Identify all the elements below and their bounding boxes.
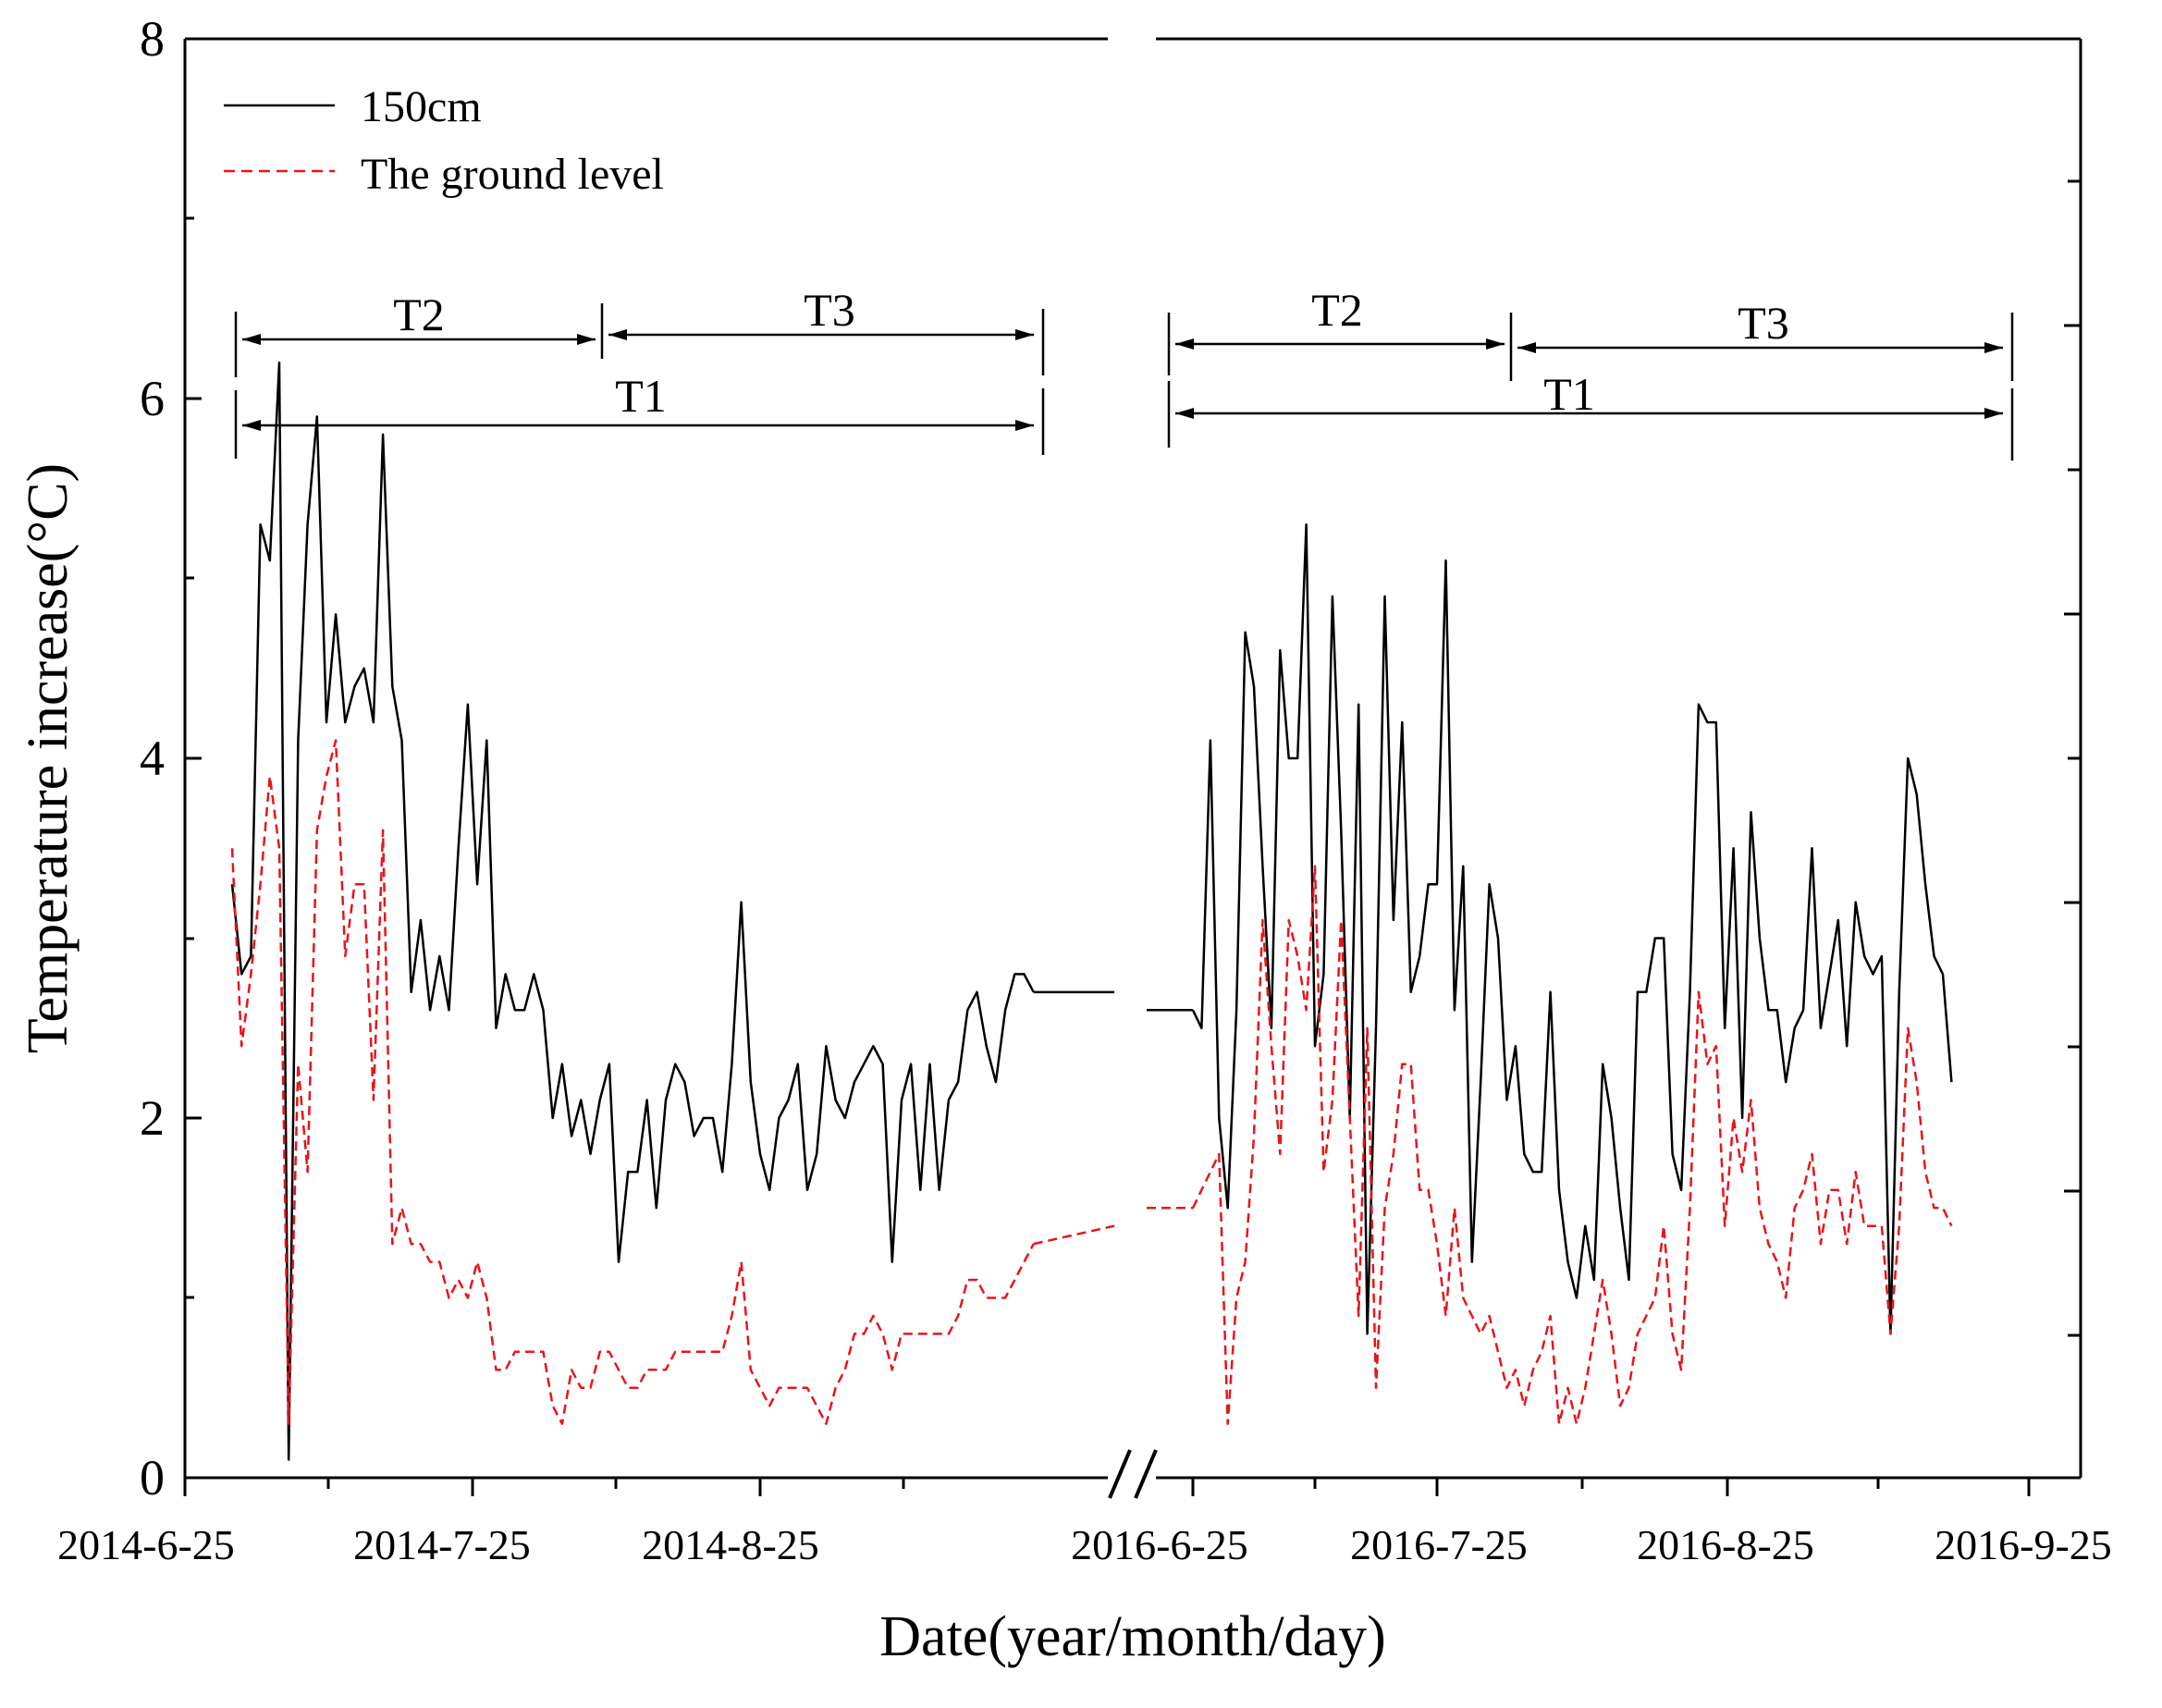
period-annotations: T2 T3 T1 T2 T3 T1 <box>234 284 2014 461</box>
period-label: T2 <box>393 289 445 340</box>
x-tick-label: 2016-8-25 <box>1637 1521 1814 1568</box>
y-tick-label: 2 <box>140 1090 165 1146</box>
y-tick-label: 8 <box>140 11 165 67</box>
right-axis-ticks <box>2064 179 2081 1337</box>
x-tick-label: 2016-9-25 <box>1935 1521 2112 1568</box>
x-tick-label: 2016-6-25 <box>1071 1521 1248 1568</box>
y-tick-label: 6 <box>140 371 165 426</box>
legend-label: The ground level <box>361 150 664 199</box>
plot-frame <box>183 37 2082 1480</box>
break-connector-ground-left <box>1033 1224 1115 1246</box>
x-axis: 2014-6-25 2014-7-25 2014-8-25 2016-6-25 … <box>57 1478 2112 1568</box>
x-tick-label: 2016-7-25 <box>1350 1521 1528 1568</box>
series-line-ground-level-2016 <box>1191 865 1953 1425</box>
period-label: T1 <box>1543 368 1595 420</box>
y-tick-label: 0 <box>140 1450 165 1505</box>
period-label: T3 <box>1738 297 1789 349</box>
period-label: T1 <box>615 370 667 422</box>
series-line-150cm-2016 <box>1191 522 1953 1335</box>
y-axis: 0 2 4 6 8 <box>140 11 202 1505</box>
series-line-150cm-2014 <box>230 361 1035 1461</box>
y-axis-title: Temperature increase(°C) <box>17 463 80 1053</box>
period-label: T2 <box>1311 284 1363 336</box>
x-axis-title: Date(year/month/day) <box>879 1605 1385 1668</box>
series-layer <box>230 361 1953 1461</box>
x-tick-label: 2014-6-25 <box>57 1521 235 1568</box>
x-tick-label: 2014-8-25 <box>642 1521 819 1568</box>
y-tick-label: 4 <box>140 731 165 786</box>
axis-break-marks <box>1108 1449 1158 1499</box>
x-tick-label: 2014-7-25 <box>353 1521 531 1568</box>
series-line-ground-level-2014 <box>230 739 1035 1425</box>
legend: 150cm The ground level <box>224 82 664 199</box>
legend-label: 150cm <box>361 82 482 131</box>
period-label: T3 <box>804 284 855 336</box>
